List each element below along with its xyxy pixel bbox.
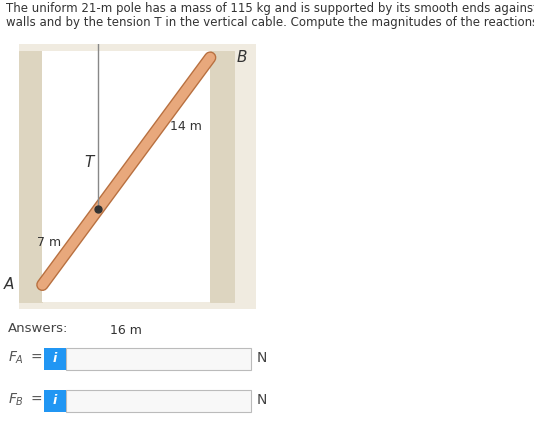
- Text: 14 m: 14 m: [170, 120, 202, 133]
- Bar: [66, 390, 251, 412]
- Text: $F_A$: $F_A$: [8, 350, 24, 366]
- Text: T: T: [84, 155, 94, 170]
- Text: i: i: [53, 393, 57, 407]
- FancyBboxPatch shape: [44, 348, 66, 370]
- Text: =: =: [30, 393, 42, 407]
- Text: The uniform 21-m pole has a mass of 115 kg and is supported by its smooth ends a: The uniform 21-m pole has a mass of 115 …: [6, 2, 534, 15]
- Text: N: N: [257, 351, 268, 365]
- Text: =: =: [30, 351, 42, 365]
- Text: N: N: [257, 393, 268, 407]
- FancyBboxPatch shape: [44, 390, 66, 412]
- Text: i: i: [53, 352, 57, 365]
- Bar: [42, 51, 210, 302]
- Bar: [210, 51, 234, 302]
- Bar: [66, 348, 251, 370]
- Text: A: A: [4, 278, 14, 292]
- Text: walls and by the tension T in the vertical cable. Compute the magnitudes of the : walls and by the tension T in the vertic…: [6, 16, 534, 29]
- Text: B: B: [237, 50, 247, 65]
- Bar: [19, 51, 42, 302]
- Text: Answers:: Answers:: [8, 322, 68, 335]
- Text: 7 m: 7 m: [37, 237, 61, 250]
- Text: 16 m: 16 m: [111, 325, 142, 337]
- Text: $F_B$: $F_B$: [8, 392, 24, 408]
